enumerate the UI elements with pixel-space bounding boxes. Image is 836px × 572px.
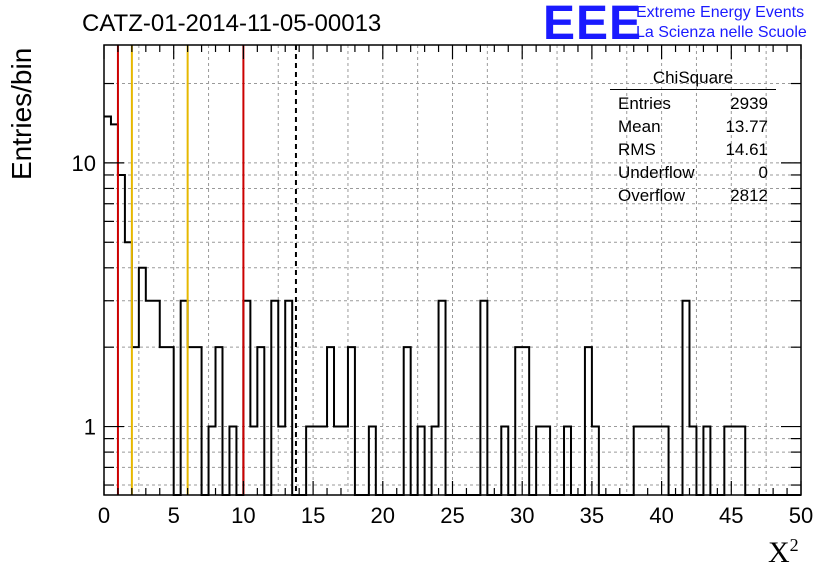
stats-row-rms: RMS 14.61 bbox=[610, 138, 776, 161]
stats-title: ChiSquare bbox=[610, 68, 776, 90]
x-tick-label: 5 bbox=[168, 503, 180, 528]
stats-label: Entries bbox=[618, 94, 671, 113]
x-tick-label: 45 bbox=[719, 503, 743, 528]
logo-line-1: Extreme Energy Events bbox=[636, 4, 805, 21]
x-axis-label-sup: 2 bbox=[789, 535, 799, 555]
x-tick-label: 30 bbox=[510, 503, 534, 528]
chart-title: CATZ-01-2014-11-05-00013 bbox=[82, 10, 382, 37]
stats-value: 2939 bbox=[730, 94, 768, 113]
stats-label: RMS bbox=[618, 140, 656, 159]
x-tick-label: 50 bbox=[789, 503, 813, 528]
y-axis-label: Entries/bin bbox=[6, 47, 37, 180]
stats-value: 0 bbox=[758, 163, 768, 182]
stats-value: 13.77 bbox=[725, 117, 768, 136]
stats-row-entries: Entries 2939 bbox=[610, 92, 776, 115]
stats-row-overflow: Overflow 2812 bbox=[610, 184, 776, 207]
eee-logo: EEE bbox=[543, 0, 643, 50]
y-tick-label: 1 bbox=[84, 415, 96, 440]
x-tick-label: 20 bbox=[371, 503, 395, 528]
stats-value: 14.61 bbox=[725, 140, 768, 159]
stats-label: Mean bbox=[618, 117, 661, 136]
stats-value: 2812 bbox=[730, 186, 768, 205]
stats-row-underflow: Underflow 0 bbox=[610, 161, 776, 184]
logo-line-2: La Scienza nelle Scuole bbox=[636, 24, 807, 41]
x-tick-label: 35 bbox=[580, 503, 604, 528]
x-tick-label: 25 bbox=[440, 503, 464, 528]
x-tick-label: 10 bbox=[231, 503, 255, 528]
stats-box: ChiSquare Entries 2939 Mean 13.77 RMS 14.61… bbox=[610, 68, 776, 207]
x-tick-label: 15 bbox=[301, 503, 325, 528]
x-tick-label: 0 bbox=[98, 503, 110, 528]
x-axis-label-base: X bbox=[768, 536, 790, 569]
histogram-steps bbox=[104, 115, 801, 496]
stats-label: Overflow bbox=[618, 186, 686, 205]
y-tick-label: 10 bbox=[72, 151, 96, 176]
x-axis-label: X2 bbox=[768, 535, 799, 570]
stats-label: Underflow bbox=[618, 163, 695, 182]
stats-row-mean: Mean 13.77 bbox=[610, 115, 776, 138]
x-tick-label: 40 bbox=[649, 503, 673, 528]
